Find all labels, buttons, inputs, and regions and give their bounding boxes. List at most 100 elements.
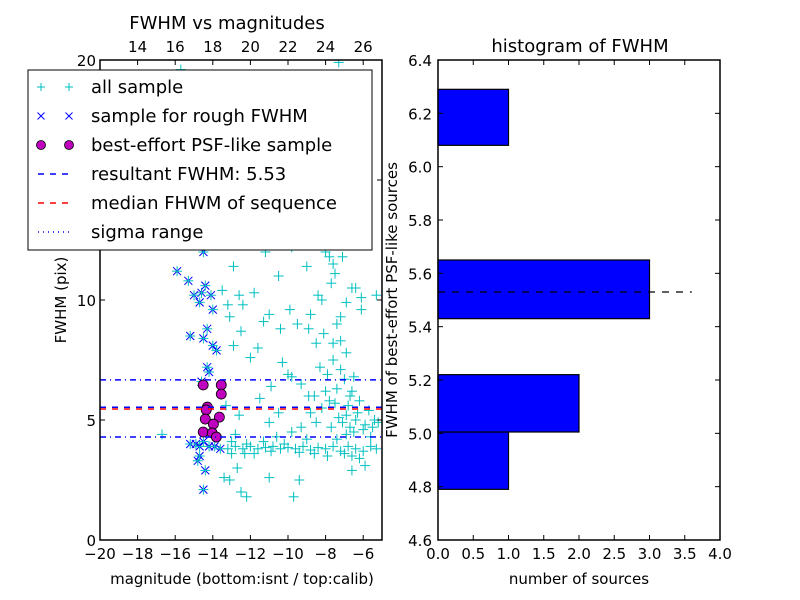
x-tick-label: −16	[159, 545, 191, 563]
all-sample-point	[283, 369, 293, 380]
all-sample-point	[232, 463, 243, 473]
all-sample-point	[219, 472, 230, 483]
histogram-axis-ticks: 0.0 0.5 1.0 1.5 2.0 2.5 3.0 3.5 4.0 4.6 4.8 5.0 5.2 5…	[408, 52, 732, 563]
legend-entry: resultant FWHM: 5.53	[38, 164, 286, 185]
rough-fwhm-point	[198, 484, 209, 495]
all-sample-point	[264, 417, 275, 428]
y-tick-label: 5.8	[408, 212, 432, 230]
x-tick-label: 0.0	[426, 545, 450, 563]
all-sample-point	[301, 261, 312, 272]
all-sample-point	[341, 429, 352, 440]
all-sample-point	[294, 447, 305, 458]
scatter-panel: −20−18−16−14−12−10−8−6051015201416182022…	[27, 13, 383, 588]
all-sample-point	[320, 443, 331, 454]
all-sample-point	[360, 460, 371, 471]
scatter-reference-lines	[100, 379, 382, 438]
scatter-axis-ticks: −20−18−16−14−12−10−8−6051015201416182022…	[77, 38, 382, 563]
all-sample-point	[260, 442, 271, 453]
all-sample-point	[318, 328, 329, 339]
all-sample-point	[279, 439, 290, 449]
all-sample-point	[346, 451, 357, 461]
legend-label: sample for rough FWHM	[91, 106, 308, 127]
x-tick-label: −12	[235, 545, 267, 563]
rough-fwhm-point	[215, 443, 226, 454]
all-sample-point	[286, 427, 297, 437]
all-sample-point	[356, 304, 367, 315]
all-sample-point	[252, 343, 263, 353]
all-sample-point	[292, 319, 303, 329]
all-sample-point	[226, 436, 237, 447]
all-sample-point	[234, 410, 245, 421]
x-tick-label: −10	[272, 545, 304, 563]
all-sample-point	[324, 395, 335, 406]
scatter-x-axis-label: magnitude (bottom:isnt / top:calib)	[110, 570, 374, 588]
all-sample-point	[331, 319, 342, 329]
legend-label: median FHWM of sequence	[91, 193, 337, 214]
all-sample-point	[341, 410, 352, 421]
all-sample-point	[245, 352, 256, 363]
all-sample-point	[264, 472, 275, 483]
top-tick-label: 22	[278, 38, 297, 56]
top-tick-label: 14	[128, 38, 147, 56]
rough-fwhm-point	[189, 290, 199, 301]
histogram-y-axis-label: FWHM of best-effort PSF-like sources	[383, 162, 401, 438]
all-sample-point	[273, 271, 284, 281]
all-sample-point	[305, 309, 316, 320]
all-sample-point	[326, 422, 337, 433]
y-tick-label: 5.0	[408, 425, 432, 443]
y-tick-label: 6.2	[408, 105, 432, 123]
y-tick-label: 4.8	[408, 479, 432, 497]
all-sample-point	[345, 391, 356, 401]
top-tick-label: 26	[354, 38, 373, 56]
all-sample-point	[335, 311, 346, 322]
legend-entry: median FHWM of sequence	[38, 193, 337, 214]
all-sample-point	[296, 379, 307, 389]
y-tick-label: 10	[77, 292, 96, 310]
rough-fwhm-point	[194, 441, 205, 452]
histogram-bar	[437, 88, 510, 146]
scatter-legend: all sample sample for rough FWHM best-effo…	[27, 69, 373, 251]
all-sample-point	[267, 441, 278, 452]
histogram-axes-frame	[437, 59, 721, 541]
all-sample-point	[217, 285, 228, 296]
histogram-x-axis-label: number of sources	[509, 570, 649, 588]
all-sample-point	[275, 323, 286, 334]
all-sample-point	[254, 393, 265, 404]
all-sample-point	[367, 422, 378, 433]
all-sample-point	[311, 417, 322, 428]
all-sample-point	[239, 448, 250, 459]
y-tick-label: 5.6	[408, 265, 432, 283]
rough-fwhm-point	[200, 465, 211, 476]
rough-fwhm-point	[207, 304, 218, 315]
psf-like-point	[213, 411, 225, 423]
all-sample-point	[273, 407, 284, 418]
legend-label: resultant FWHM: 5.53	[91, 164, 286, 185]
all-sample-point	[298, 441, 309, 452]
x-tick-label: 4.0	[708, 545, 732, 563]
all-sample-point	[320, 386, 331, 397]
legend-box	[27, 69, 373, 251]
all-sample-point	[249, 448, 260, 459]
all-sample-point	[258, 436, 269, 447]
all-sample-point	[330, 398, 340, 409]
all-sample-point	[324, 251, 335, 262]
all-sample-point	[322, 451, 333, 461]
all-sample-point	[237, 299, 248, 310]
top-tick-label: 16	[166, 38, 185, 56]
all-sample-point	[337, 251, 348, 262]
x-tick-label: −6	[352, 545, 374, 563]
all-sample-point	[266, 446, 277, 457]
all-sample-point	[328, 259, 339, 269]
all-sample-point	[354, 395, 365, 406]
all-sample-point	[309, 391, 320, 401]
all-sample-point	[365, 441, 376, 452]
rough-fwhm-point	[194, 451, 205, 461]
x-tick-label: 1.0	[497, 545, 521, 563]
y-tick-label: 0	[86, 532, 96, 550]
all-sample-point	[348, 371, 359, 382]
all-sample-point	[341, 347, 352, 358]
histogram-bars	[437, 88, 651, 490]
psf-like-point	[215, 388, 227, 400]
all-sample-point	[350, 415, 361, 425]
rough-fwhm-point	[183, 275, 194, 286]
